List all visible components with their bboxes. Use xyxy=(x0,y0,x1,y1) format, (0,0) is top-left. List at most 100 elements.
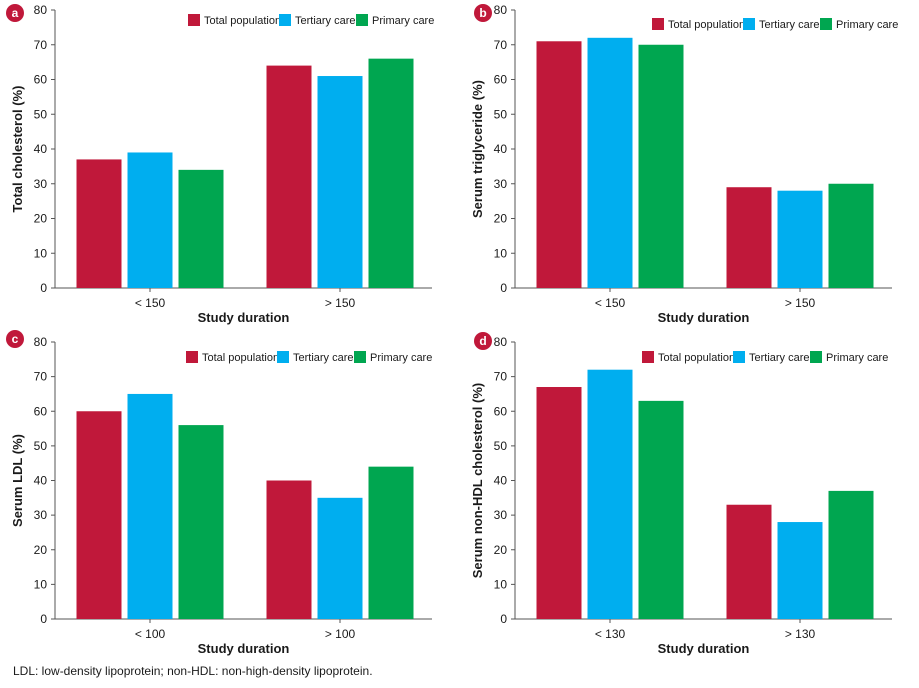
bar-total-population xyxy=(266,480,312,619)
y-tick-label: 0 xyxy=(40,281,47,295)
panel-letter: c xyxy=(12,332,19,346)
y-axis-title: Serum non-HDL cholesterol (%) xyxy=(470,383,485,579)
legend-swatch xyxy=(733,351,745,363)
x-axis-title: Study duration xyxy=(198,641,290,656)
y-tick-label: 80 xyxy=(494,335,508,349)
y-tick-label: 80 xyxy=(34,3,48,17)
y-tick-label: 30 xyxy=(494,508,508,522)
y-tick-label: 30 xyxy=(494,177,508,191)
bar-total-population xyxy=(76,411,122,619)
panel-letter: a xyxy=(12,6,19,20)
panel-letter: b xyxy=(479,6,486,20)
y-axis-title: Serum LDL (%) xyxy=(10,434,25,527)
footnote: LDL: low-density lipoprotein; non-HDL: n… xyxy=(13,664,373,678)
y-tick-label: 10 xyxy=(494,577,508,591)
y-axis-title: Serum triglyceride (%) xyxy=(470,80,485,218)
bar-primary-care xyxy=(828,183,874,288)
y-tick-label: 0 xyxy=(500,612,507,626)
y-tick-label: 10 xyxy=(494,246,508,260)
y-tick-label: 30 xyxy=(34,177,48,191)
legend-swatch xyxy=(810,351,822,363)
y-tick-label: 30 xyxy=(34,508,48,522)
x-tick-label: > 150 xyxy=(325,296,356,310)
y-tick-label: 70 xyxy=(494,38,508,52)
legend-label: Total population xyxy=(202,352,279,364)
panel-letter: d xyxy=(479,334,486,348)
bar-tertiary-care xyxy=(587,369,633,619)
y-tick-label: 60 xyxy=(494,73,508,87)
legend-swatch xyxy=(279,14,291,26)
y-tick-label: 50 xyxy=(34,439,48,453)
bar-tertiary-care xyxy=(127,152,173,288)
bar-tertiary-care xyxy=(777,190,823,288)
chart-panel-c: c 0 10 20 30 40 50 60 70 80 < 100 > 100 Study durati… xyxy=(6,330,432,656)
x-axis-title: Study duration xyxy=(198,310,290,325)
bar-tertiary-care xyxy=(127,393,173,619)
y-tick-label: 50 xyxy=(494,439,508,453)
y-tick-label: 70 xyxy=(34,38,48,52)
y-tick-label: 40 xyxy=(494,142,508,156)
y-tick-label: 20 xyxy=(34,212,48,226)
bar-tertiary-care xyxy=(587,37,633,288)
y-tick-label: 40 xyxy=(34,474,48,488)
y-tick-label: 60 xyxy=(34,404,48,418)
x-tick-label: > 150 xyxy=(785,296,816,310)
legend-swatch xyxy=(188,14,200,26)
bar-tertiary-care xyxy=(777,522,823,619)
x-tick-label: > 100 xyxy=(325,627,356,641)
y-tick-label: 70 xyxy=(494,370,508,384)
legend-label: Primary care xyxy=(372,15,434,27)
bar-primary-care xyxy=(368,466,414,619)
bar-total-population xyxy=(76,159,122,288)
y-tick-label: 40 xyxy=(494,474,508,488)
legend-label: Tertiary care xyxy=(295,15,356,27)
x-tick-label: > 130 xyxy=(785,627,816,641)
bar-total-population xyxy=(536,387,582,619)
legend-swatch xyxy=(743,18,755,30)
bar-total-population xyxy=(536,41,582,289)
bar-primary-care xyxy=(178,425,224,619)
y-tick-label: 70 xyxy=(34,370,48,384)
chart-panel-b: b 0 10 20 30 40 50 60 70 80 < 150 > 150 Study durati… xyxy=(470,3,898,325)
panel-badge xyxy=(6,330,24,348)
legend-label: Tertiary care xyxy=(759,19,820,31)
legend-label: Primary care xyxy=(836,19,898,31)
x-axis-title: Study duration xyxy=(658,310,750,325)
x-axis-title: Study duration xyxy=(658,641,750,656)
y-tick-label: 80 xyxy=(494,3,508,17)
y-tick-label: 40 xyxy=(34,142,48,156)
bar-tertiary-care xyxy=(317,497,363,619)
panel-badge xyxy=(474,332,492,350)
legend-swatch xyxy=(356,14,368,26)
legend-swatch xyxy=(277,351,289,363)
legend-label: Total population xyxy=(658,352,735,364)
bar-total-population xyxy=(726,504,772,619)
chart-panel-a: a 0 10 20 30 40 50 60 70 80 < 150 > 150 Study durati… xyxy=(6,3,434,325)
x-tick-label: < 150 xyxy=(595,296,626,310)
bar-primary-care xyxy=(368,58,414,289)
bar-primary-care xyxy=(638,400,684,619)
bar-primary-care xyxy=(638,44,684,288)
x-tick-label: < 100 xyxy=(135,627,166,641)
panel-badge xyxy=(474,4,492,22)
x-tick-label: < 130 xyxy=(595,627,626,641)
legend-swatch xyxy=(642,351,654,363)
legend-label: Tertiary care xyxy=(749,352,810,364)
legend-swatch xyxy=(652,18,664,30)
y-tick-label: 10 xyxy=(34,246,48,260)
legend-label: Primary care xyxy=(370,352,432,364)
bar-primary-care xyxy=(828,490,874,619)
legend-swatch xyxy=(186,351,198,363)
y-tick-label: 20 xyxy=(34,543,48,557)
bar-primary-care xyxy=(178,169,224,288)
y-tick-label: 20 xyxy=(494,212,508,226)
y-tick-label: 60 xyxy=(494,404,508,418)
legend-label: Total population xyxy=(204,15,281,27)
y-tick-label: 0 xyxy=(40,612,47,626)
legend-label: Tertiary care xyxy=(293,352,354,364)
legend-label: Total population xyxy=(668,19,745,31)
y-tick-label: 0 xyxy=(500,281,507,295)
legend-label: Primary care xyxy=(826,352,888,364)
legend-swatch xyxy=(820,18,832,30)
